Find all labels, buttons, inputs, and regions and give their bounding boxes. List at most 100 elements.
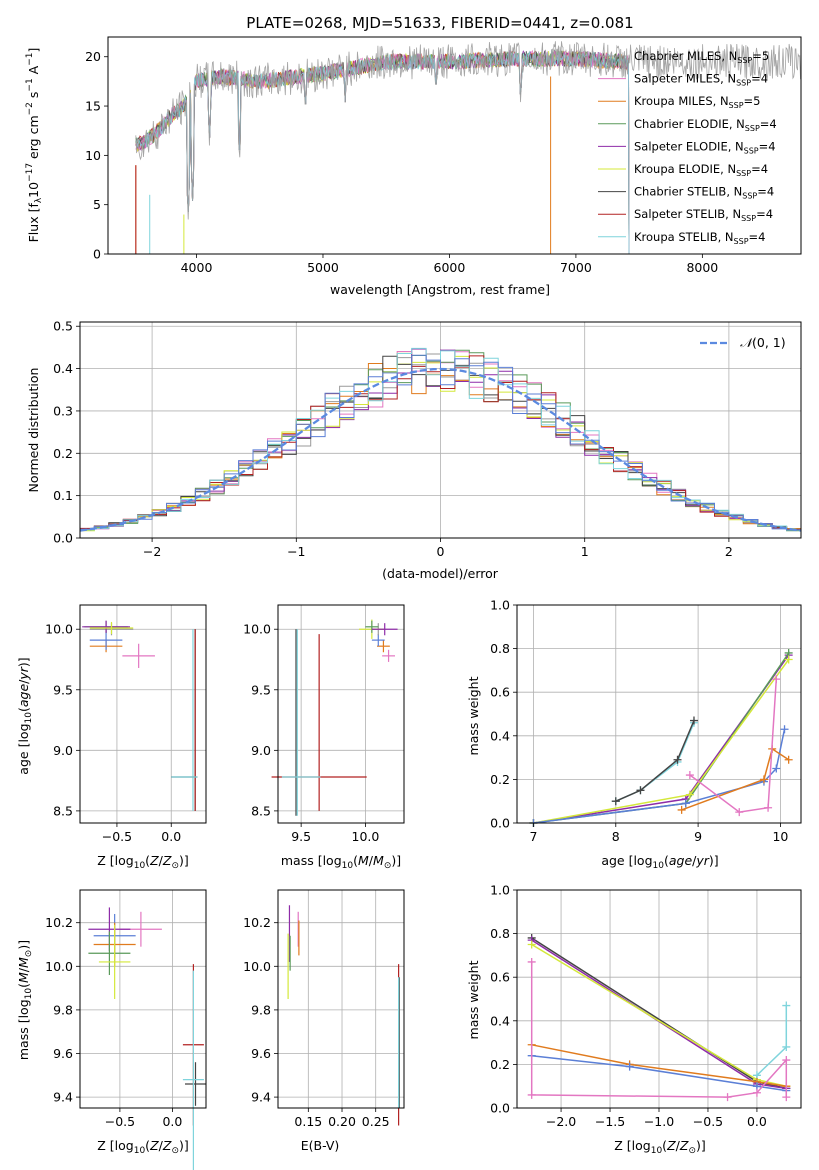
mass_weight_vs_Z-ytick-label: 0.2 <box>490 1057 510 1072</box>
legend-label-name: Kroupa ELODIE, N <box>634 162 736 176</box>
legend-label-sub: SSP <box>737 56 752 65</box>
histogram-steps <box>80 347 801 532</box>
panel-spectrum: 4000 5000 6000 7000 8000 0 5 10 15 20 wavelength … <box>25 36 802 297</box>
mass_vs_ebv-xtick-label: 0.15 <box>294 1114 322 1129</box>
legend-label-value: =4 <box>749 230 766 244</box>
ageZ-xlabel: Z [log10(Z/Z⊙)] <box>97 853 189 871</box>
panel-age_vs_mass: 9.5 10.0 8.5 9.0 9.5 10.0 <box>243 604 405 844</box>
spectrum-series-line <box>135 49 630 254</box>
spectrum-ytick-label: 5 <box>93 197 101 212</box>
mass_weight_vs_age-series-line <box>533 654 790 824</box>
age_vs_mass-ytick-label: 10.0 <box>243 622 271 637</box>
mass_weight_vs_age-ytick-label: 0.8 <box>490 641 510 656</box>
ageZ-ylabel: age [log10(age/yr)] <box>16 657 34 774</box>
mass_weight_vs_Z-series-line <box>531 1044 787 1087</box>
age_vs_Z-frame <box>79 604 207 824</box>
legend-label-name: Chabrier MILES, N <box>634 49 737 63</box>
spectrum-series-line <box>135 50 630 254</box>
spectrum-lines <box>135 41 801 254</box>
mass_weight_vs_age-xtick-label: 9 <box>694 829 702 844</box>
legend-label-value: =4 <box>759 139 776 153</box>
spectrum-series-line <box>135 49 630 254</box>
agemass-xlabel: mass [log10(M/M⊙)] <box>281 853 401 871</box>
legend-label: Kroupa STELIB, NSSP=4 <box>634 230 765 246</box>
massZ-xlabel: Z [log10(Z/Z⊙)] <box>97 1138 189 1156</box>
histogram-xtick-label: −2 <box>143 544 161 559</box>
legend-label-value: =4 <box>760 117 777 131</box>
mass_vs_Z-ytick-label: 10.2 <box>45 915 73 930</box>
mass_vs_Z-frame <box>79 889 207 1109</box>
mass_weight_vs_Z-xtick-label: −1.0 <box>644 1114 674 1129</box>
mass_weight_vs_Z-point-marker <box>782 1001 791 1010</box>
legend-label-name: Kroupa MILES, N <box>634 94 729 108</box>
histogram-ytick-label: 0.5 <box>53 319 73 334</box>
mass_weight_vs_Z-series-line <box>530 961 788 1098</box>
legend-label-name: Salpeter MILES, N <box>634 72 736 86</box>
age_vs_Z-errorbar <box>122 643 155 668</box>
figure-title: PLATE=0268, MJD=51633, FIBERID=0441, z=0… <box>246 14 633 32</box>
mass_weight_vs_Z-point-marker <box>782 1093 791 1102</box>
mass_weight_vs_age-point-marker <box>611 797 620 806</box>
mass_weight_vs_age-ytick-label: 0.2 <box>490 772 510 787</box>
histogram-xtick-label: 1 <box>581 544 589 559</box>
age_vs_mass-xtick-label: 10.0 <box>352 829 380 844</box>
mass_weight_vs_Z-point-marker <box>782 1042 791 1051</box>
legend-label-name: Salpeter ELODIE, N <box>634 139 744 153</box>
spectrum-series-line <box>135 50 630 254</box>
age_vs_mass-ytick-label: 9.0 <box>251 743 271 758</box>
mass_weight_vs_age-series-line <box>615 722 695 802</box>
mass_weight_vs_age-ytick-label: 0.0 <box>490 816 510 831</box>
mwZ-xlabel: Z [log10(Z/Z⊙)] <box>614 1138 706 1156</box>
spectrum-xtick-label: 5000 <box>307 260 339 275</box>
histogram-xtick-label: 2 <box>725 544 733 559</box>
mass_vs_ebv-ytick-label: 9.6 <box>251 1046 271 1061</box>
age_vs_mass-frame <box>277 604 405 824</box>
legend-label-name: Salpeter STELIB, N <box>634 207 741 221</box>
mwage-xlabel: age [log10(age/yr)] <box>601 853 718 871</box>
mass_weight_vs_Z-point-marker <box>782 1056 791 1065</box>
spectrum-xtick-label: 4000 <box>181 260 213 275</box>
mass_weight_vs_age-series-line <box>615 720 695 802</box>
histogram-xlabel: (data-model)/error <box>382 566 499 581</box>
mass_vs_Z-ytick-label: 9.8 <box>53 1002 73 1017</box>
age_vs_mass-errorbar <box>371 634 385 647</box>
legend-label-sub: SSP <box>744 146 759 155</box>
histogram-ytick-label: 0.1 <box>53 488 73 503</box>
histogram-ytick-label: 0.3 <box>53 403 73 418</box>
mass_weight_vs_age-point-marker <box>780 725 789 734</box>
mass_vs_Z-ytick-label: 9.4 <box>53 1090 73 1105</box>
mass_weight_vs_Z-series-line <box>531 1054 787 1092</box>
mass_weight_vs_age-point-marker <box>784 655 793 664</box>
spectrum-ytick-label: 10 <box>85 148 101 163</box>
age_vs_Z-errorbar <box>82 620 130 633</box>
mass_weight_vs_age-frame <box>516 604 802 824</box>
legend-label: Kroupa ELODIE, NSSP=4 <box>634 162 768 178</box>
legend-label-value: =5 <box>752 49 769 63</box>
spectrum-series-line <box>135 50 630 254</box>
mass_vs_ebv-ytick-label: 10.0 <box>243 959 271 974</box>
mass_weight_vs_age-series-line <box>681 747 790 811</box>
legend-label-name: Kroupa STELIB, N <box>634 230 734 244</box>
mass_weight_vs_age-point-marker <box>673 755 682 764</box>
legend-label: Salpeter STELIB, NSSP=4 <box>634 207 773 223</box>
mass_weight_vs_Z-xtick-label: −0.5 <box>693 1114 723 1129</box>
age_vs_mass-xtick-label: 9.5 <box>291 829 311 844</box>
legend-label-sub: SSP <box>729 101 744 110</box>
mass_vs_ebv-ytick-label: 9.8 <box>251 1002 271 1017</box>
mass_weight_vs_Z-point-marker <box>527 1090 536 1099</box>
histogram-ytick-label: 0.2 <box>53 446 73 461</box>
spectrum-ylabel: Flux [fλ10−17 erg cm−2 s−1 A−1] <box>25 48 44 243</box>
legend-label-value: =5 <box>744 94 761 108</box>
mass_weight_vs_Z-point-marker <box>752 1088 761 1097</box>
legend-label-sub: SSP <box>741 214 756 223</box>
mass_weight_vs_age-ytick-label: 0.6 <box>490 685 510 700</box>
legend-label-value: =4 <box>751 72 768 86</box>
gaussian-curve <box>79 367 802 532</box>
spectrum-ylabel-text: Flux [f <box>26 203 41 243</box>
mass_vs_Z-ytick-label: 9.6 <box>53 1046 73 1061</box>
legend-label-sub: SSP <box>736 79 751 88</box>
histogram-legend: 𝒩(0, 1) <box>700 335 786 350</box>
spectrum-xtick-label: 6000 <box>434 260 466 275</box>
